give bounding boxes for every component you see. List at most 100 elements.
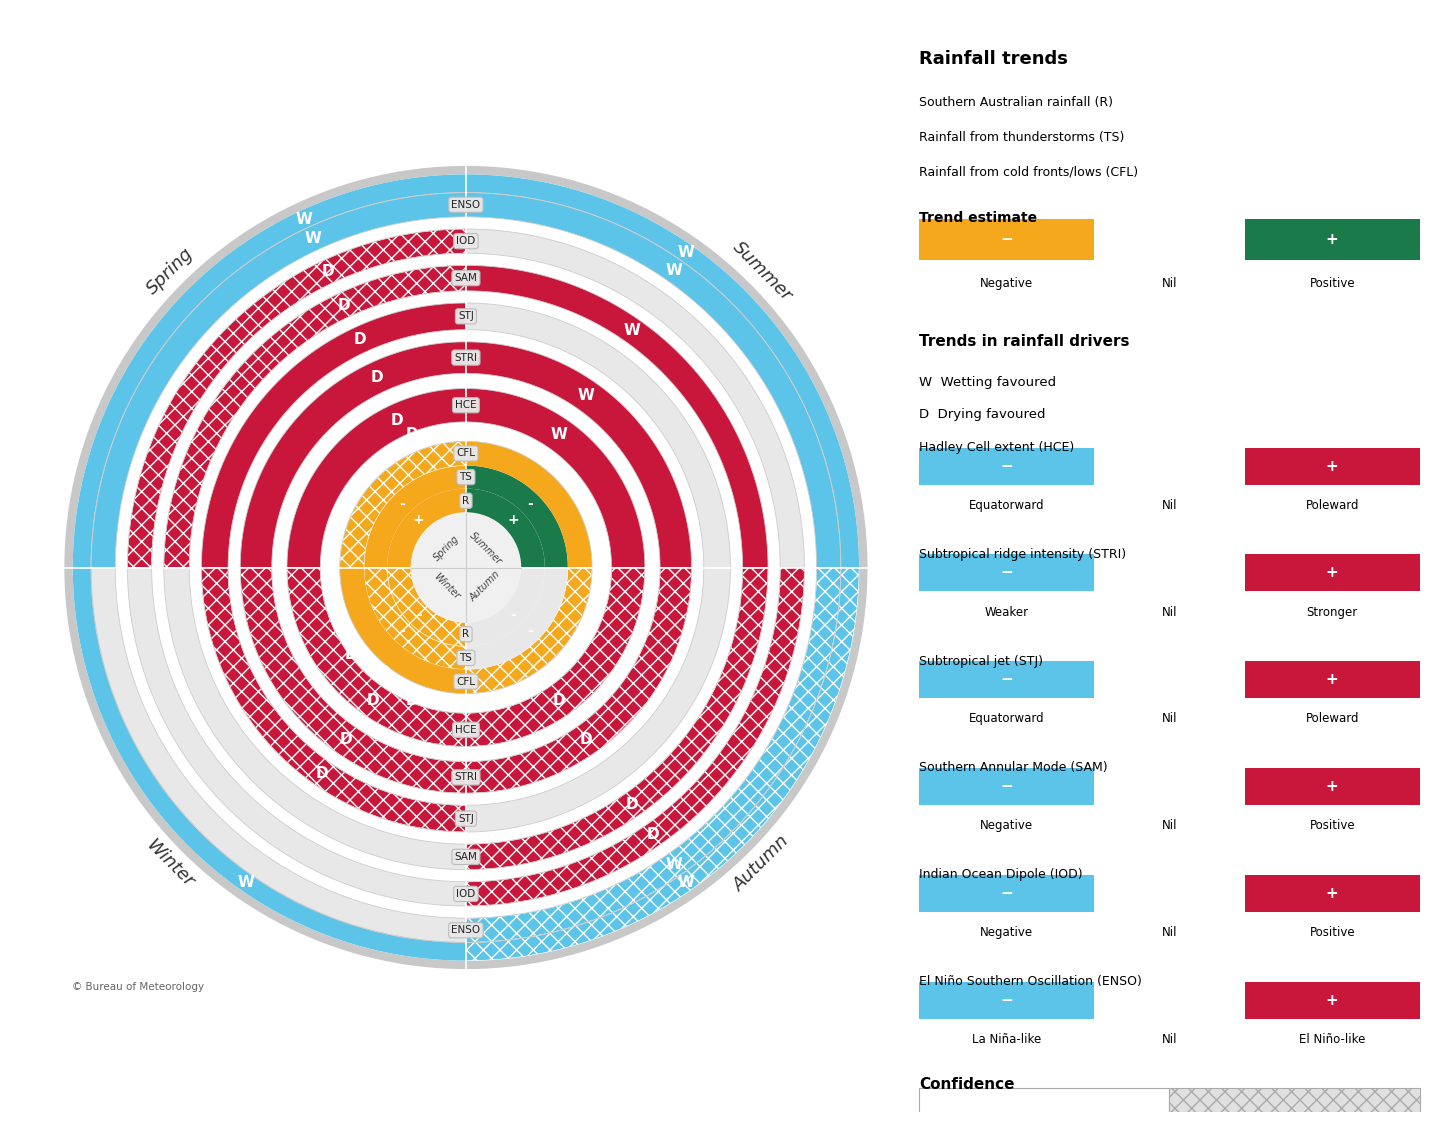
FancyBboxPatch shape <box>1095 982 1245 1018</box>
Text: D: D <box>322 264 335 279</box>
Text: D: D <box>316 766 328 781</box>
Polygon shape <box>387 489 466 568</box>
Polygon shape <box>466 568 731 832</box>
Text: D: D <box>406 692 418 708</box>
Text: Hadley Cell extent (HCE): Hadley Cell extent (HCE) <box>919 442 1075 454</box>
Text: El Niño Southern Oscillation (ENSO): El Niño Southern Oscillation (ENSO) <box>919 975 1142 987</box>
Polygon shape <box>92 193 842 942</box>
Text: STJ: STJ <box>459 311 473 321</box>
Text: D: D <box>367 693 379 708</box>
Text: Nil: Nil <box>1162 819 1176 832</box>
Text: -: - <box>527 497 533 511</box>
Polygon shape <box>73 175 859 960</box>
Polygon shape <box>73 568 466 960</box>
Polygon shape <box>364 465 466 568</box>
Polygon shape <box>466 266 769 568</box>
Text: STRI: STRI <box>454 353 478 362</box>
Polygon shape <box>163 266 466 568</box>
Polygon shape <box>339 568 466 693</box>
Text: Nil: Nil <box>1162 606 1176 619</box>
Text: +: + <box>1326 459 1338 473</box>
Text: SAM: SAM <box>454 274 478 283</box>
FancyBboxPatch shape <box>1095 219 1245 260</box>
Text: -: - <box>399 624 405 638</box>
Text: D  Drying favoured: D Drying favoured <box>919 409 1045 421</box>
Text: Stronger: Stronger <box>1306 606 1358 619</box>
Text: Spring: Spring <box>143 245 197 299</box>
Polygon shape <box>128 568 466 906</box>
FancyBboxPatch shape <box>1245 554 1420 591</box>
Text: Indian Ocean Dipole (IOD): Indian Ocean Dipole (IOD) <box>919 868 1082 881</box>
Text: ENSO: ENSO <box>451 925 480 935</box>
Polygon shape <box>240 342 466 568</box>
FancyBboxPatch shape <box>1095 447 1245 485</box>
Text: W: W <box>665 263 683 278</box>
FancyBboxPatch shape <box>919 982 1095 1018</box>
Text: R: R <box>463 496 469 506</box>
Text: STRI: STRI <box>454 773 478 782</box>
Polygon shape <box>201 568 466 832</box>
FancyBboxPatch shape <box>919 768 1095 805</box>
Text: D: D <box>354 333 365 347</box>
Polygon shape <box>387 489 545 646</box>
Text: W: W <box>237 875 255 890</box>
Text: −: − <box>1000 672 1013 687</box>
Text: Confidence: Confidence <box>919 1077 1015 1092</box>
Text: D: D <box>406 427 418 443</box>
Text: Nil: Nil <box>1162 713 1176 725</box>
Text: W: W <box>578 388 594 403</box>
Text: -: - <box>399 497 405 511</box>
Text: +: + <box>1326 779 1338 794</box>
Polygon shape <box>64 166 868 969</box>
Text: W: W <box>677 245 695 260</box>
Text: El Niño-like: El Niño-like <box>1299 1033 1366 1045</box>
Text: −: − <box>1000 565 1013 580</box>
Text: Winter: Winter <box>143 836 198 891</box>
Polygon shape <box>387 568 466 646</box>
Text: +: + <box>1326 993 1338 1008</box>
Polygon shape <box>466 193 842 568</box>
Polygon shape <box>466 442 593 568</box>
FancyBboxPatch shape <box>1245 982 1420 1018</box>
Text: Poleward: Poleward <box>1306 499 1358 512</box>
Text: +: + <box>1326 232 1338 247</box>
Text: Positive: Positive <box>1309 819 1356 832</box>
Text: La Niña-like: La Niña-like <box>973 1033 1041 1045</box>
Polygon shape <box>128 229 804 906</box>
Text: TS: TS <box>460 653 472 663</box>
FancyBboxPatch shape <box>1245 447 1420 485</box>
Polygon shape <box>466 342 692 568</box>
Circle shape <box>411 513 521 622</box>
Text: IOD: IOD <box>456 236 476 246</box>
FancyBboxPatch shape <box>919 554 1095 591</box>
Polygon shape <box>364 568 466 670</box>
Polygon shape <box>73 175 466 568</box>
Text: W: W <box>550 427 568 442</box>
Text: +: + <box>507 513 518 528</box>
Text: -: - <box>416 607 422 622</box>
Text: Rainfall from thunderstorms (TS): Rainfall from thunderstorms (TS) <box>919 131 1124 143</box>
Text: ENSO: ENSO <box>451 200 480 210</box>
Text: Winter: Winter <box>431 572 462 602</box>
Text: −: − <box>1000 232 1013 247</box>
Text: D: D <box>392 413 403 428</box>
Text: −: − <box>1000 779 1013 794</box>
Text: W: W <box>304 232 320 246</box>
Text: Rainfall from cold fronts/lows (CFL): Rainfall from cold fronts/lows (CFL) <box>919 166 1139 178</box>
Polygon shape <box>466 568 645 747</box>
Text: Summer: Summer <box>467 530 504 566</box>
Polygon shape <box>201 303 731 832</box>
Text: Nil: Nil <box>1162 499 1176 512</box>
Text: W: W <box>665 857 683 872</box>
Text: W: W <box>677 875 695 890</box>
Text: -: - <box>527 624 533 638</box>
Text: D: D <box>377 455 390 470</box>
FancyBboxPatch shape <box>919 447 1095 485</box>
Polygon shape <box>466 388 645 568</box>
Polygon shape <box>287 388 645 747</box>
FancyBboxPatch shape <box>1169 1088 1420 1126</box>
Polygon shape <box>466 465 568 568</box>
Text: HCE: HCE <box>456 401 476 410</box>
Text: D: D <box>339 732 352 747</box>
Text: TS: TS <box>460 472 472 482</box>
